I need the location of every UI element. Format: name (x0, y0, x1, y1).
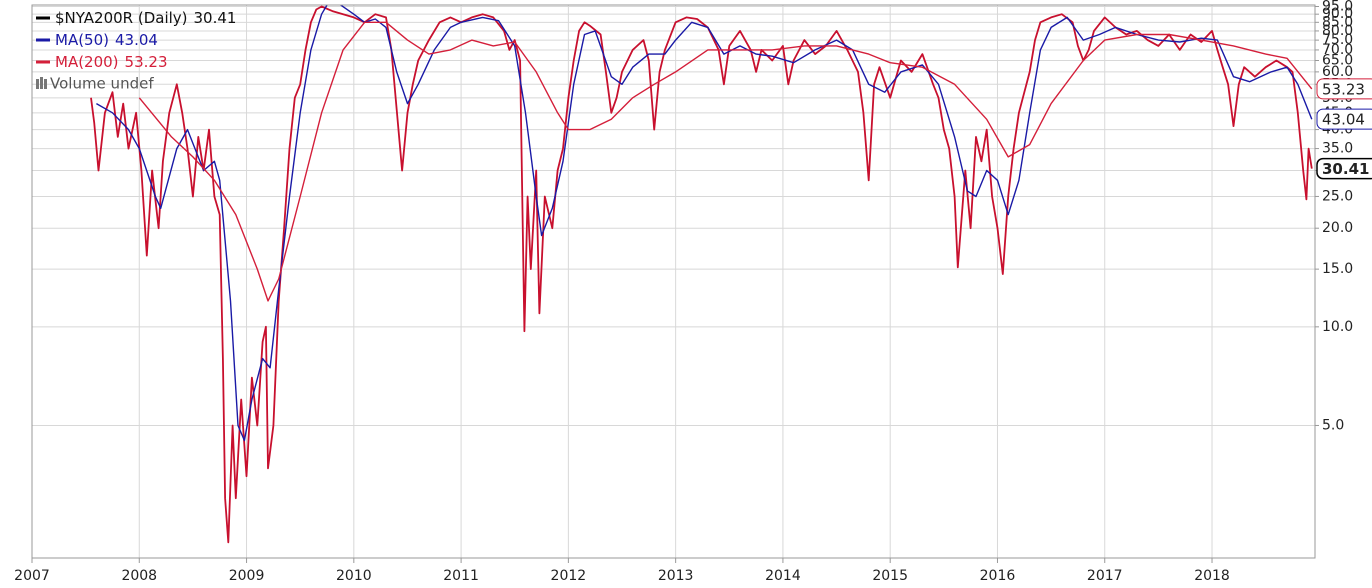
volume-icon (40, 77, 43, 89)
legend-label: MA(50) 43.04 (55, 31, 158, 49)
y-tick-label: 60.0 (1322, 64, 1353, 80)
y-tick-label: 75.0 (1322, 32, 1353, 48)
x-tick-label: 2016 (980, 568, 1016, 584)
legend-name: MA(50) (55, 31, 109, 49)
last-value-label: 43.04 (1322, 111, 1365, 129)
volume-icon (36, 79, 39, 89)
series-line (96, 5, 1313, 442)
legend-label: $NYA200R (Daily) 30.41 (55, 9, 236, 27)
volume-icon (44, 79, 47, 89)
x-tick-label: 2008 (121, 568, 157, 584)
last-value-tag (1316, 78, 1372, 100)
legend-label: MA(200) 53.23 (55, 53, 168, 71)
y-tick-label: 95.0 (1322, 0, 1353, 14)
y-tick-label: 85.0 (1322, 14, 1353, 30)
plot-lines (90, 5, 1313, 544)
x-tick-label: 2013 (658, 568, 694, 584)
series-line (138, 21, 1313, 302)
x-tick-label: 2017 (1087, 568, 1123, 584)
legend-name: MA(200) (55, 53, 119, 71)
legend-value: 43.04 (115, 31, 158, 49)
y-tick-label: 80.0 (1322, 23, 1353, 39)
legend-value: 53.23 (125, 53, 168, 71)
y-tick-label: 70.0 (1322, 42, 1353, 58)
last-value-label: 30.41 (1322, 160, 1369, 178)
last-value-tag (1316, 157, 1372, 180)
y-tick-label: 5.0 (1322, 417, 1344, 433)
x-tick-label: 2007 (14, 568, 50, 584)
last-value-tag (1316, 108, 1372, 130)
x-tick-label: 2011 (443, 568, 479, 584)
legend-value: 30.41 (194, 9, 237, 27)
y-tick-label: 20.0 (1322, 220, 1353, 236)
x-tick-label: 2015 (872, 568, 908, 584)
x-tick-label: 2018 (1194, 568, 1230, 584)
x-tick-label: 2012 (551, 568, 587, 584)
volume-label: Volume undef (50, 75, 154, 93)
x-tick-label: 2014 (765, 568, 801, 584)
axes: 5.010.015.020.025.030.035.040.045.050.05… (14, 0, 1372, 584)
y-tick-label: 65.0 (1322, 52, 1353, 68)
y-tick-label: 25.0 (1322, 188, 1353, 204)
y-tick-label: 15.0 (1322, 261, 1353, 277)
grid (31, 5, 1315, 558)
x-tick-label: 2010 (336, 568, 372, 584)
y-tick-label: 90.0 (1322, 6, 1353, 22)
y-tick-label: 10.0 (1322, 319, 1353, 335)
x-tick-label: 2009 (229, 568, 265, 584)
plot-frame (31, 4, 1316, 559)
last-value-label: 53.23 (1322, 80, 1365, 98)
legend-name: $NYA200R (Daily) (55, 9, 188, 27)
legend: $NYA200R (Daily) 30.41 MA(50) 43.04 MA(200) 5… (36, 9, 236, 93)
y-tick-label: 35.0 (1322, 141, 1353, 157)
